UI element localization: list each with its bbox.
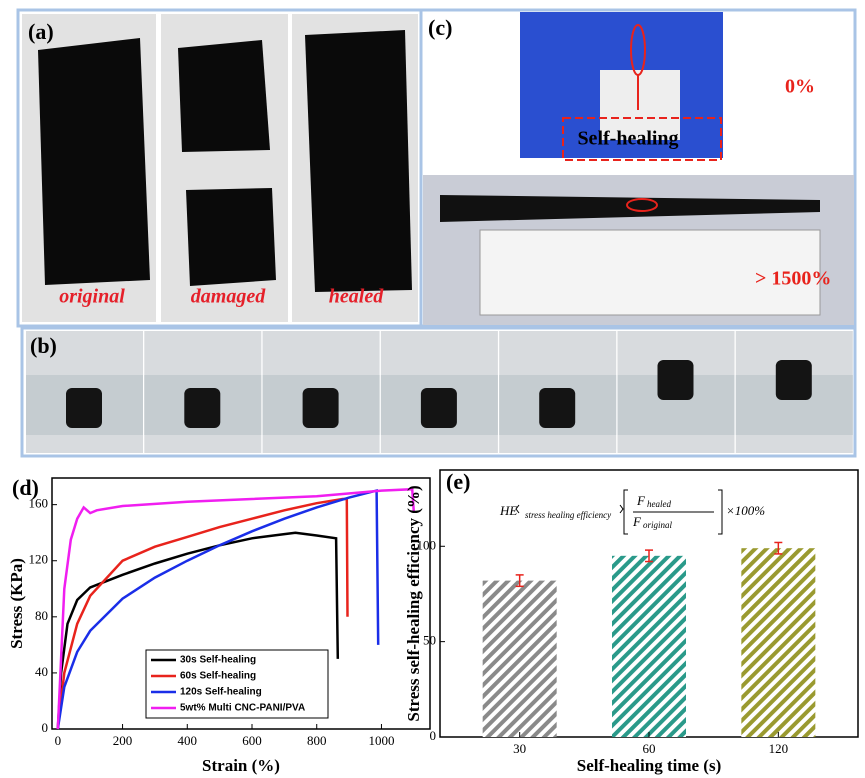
gel-block: [184, 388, 221, 428]
sample-damaged-top: [178, 40, 270, 152]
y-tick-label: 120: [29, 552, 49, 567]
panel-label: (c): [428, 15, 452, 40]
x-axis-title: Self-healing time (s): [577, 756, 721, 775]
panel-label: (b): [30, 333, 57, 358]
photo-caption: original: [59, 286, 125, 308]
legend-label: 120s Self-healing: [180, 687, 262, 698]
legend-label: 5wt% Multi CNC-PANI/PVA: [180, 703, 305, 714]
x-tick-label: 400: [178, 733, 198, 748]
healing-box: [562, 117, 722, 161]
x-tick-label: 0: [55, 733, 62, 748]
equation: ×100%: [726, 503, 765, 518]
y-tick-label: 100: [417, 537, 437, 552]
sample-healed: [305, 30, 412, 292]
x-tick-label: 60: [643, 741, 656, 756]
equation: healed: [647, 499, 671, 509]
series-line: [56, 531, 340, 730]
error-bar: [645, 549, 653, 563]
equation-brackets: [515, 489, 723, 535]
equation: F: [632, 514, 642, 529]
x-tick-label: 600: [242, 733, 262, 748]
x-tick-label: 30: [513, 741, 526, 756]
x-tick-label: 1000: [368, 733, 394, 748]
x-tick-label: 200: [113, 733, 133, 748]
series-line: [56, 487, 416, 730]
panel-label: (e): [446, 469, 470, 494]
series-line: [56, 488, 380, 730]
y-tick-label: 50: [423, 633, 436, 648]
bar: [741, 548, 816, 737]
y-tick-label: 40: [35, 664, 48, 679]
equation: F: [636, 493, 646, 508]
panel-label: (d): [12, 475, 39, 500]
plot-frame: [51, 477, 431, 730]
y-tick-label: 0: [430, 728, 437, 743]
ruler-inset: [600, 70, 680, 140]
x-axis-title: Strain (%): [202, 756, 280, 775]
sample-damaged-bottom: [186, 188, 276, 286]
photo-caption: damaged: [191, 286, 266, 308]
bar: [482, 580, 557, 737]
strain-start: 0%: [785, 76, 815, 98]
legend-label: 30s Self-healing: [180, 655, 256, 666]
error-bar: [515, 574, 524, 588]
gel-block: [66, 388, 102, 428]
inset-label: Self-healing: [577, 128, 678, 150]
equation: stress healing efficiency: [525, 510, 611, 520]
gel-block: [657, 360, 694, 400]
gel-block: [539, 388, 576, 428]
legend: [145, 649, 329, 719]
y-tick-label: 0: [42, 720, 49, 735]
stretch-mark: [626, 198, 658, 212]
equation: HE: [499, 503, 517, 518]
gel-block: [302, 388, 339, 428]
gel-block: [775, 360, 812, 400]
strain-end: > 1500%: [755, 268, 831, 290]
y-axis-title: Stress self-healing efficiency (%): [404, 485, 423, 721]
x-tick-label: 800: [307, 733, 327, 748]
photo-caption: healed: [329, 286, 384, 308]
equation: original: [643, 520, 673, 530]
legend-label: 60s Self-healing: [180, 671, 256, 682]
bar: [612, 555, 686, 737]
gel-block: [420, 388, 457, 428]
y-tick-label: 160: [29, 496, 49, 511]
x-tick-label: 120: [769, 741, 789, 756]
error-bar: [774, 541, 783, 555]
ruler: [479, 229, 821, 316]
y-axis-title: Stress (KPa): [7, 558, 26, 649]
sample-original: [38, 38, 150, 285]
panel-label: (a): [28, 19, 54, 44]
y-tick-label: 80: [35, 608, 48, 623]
